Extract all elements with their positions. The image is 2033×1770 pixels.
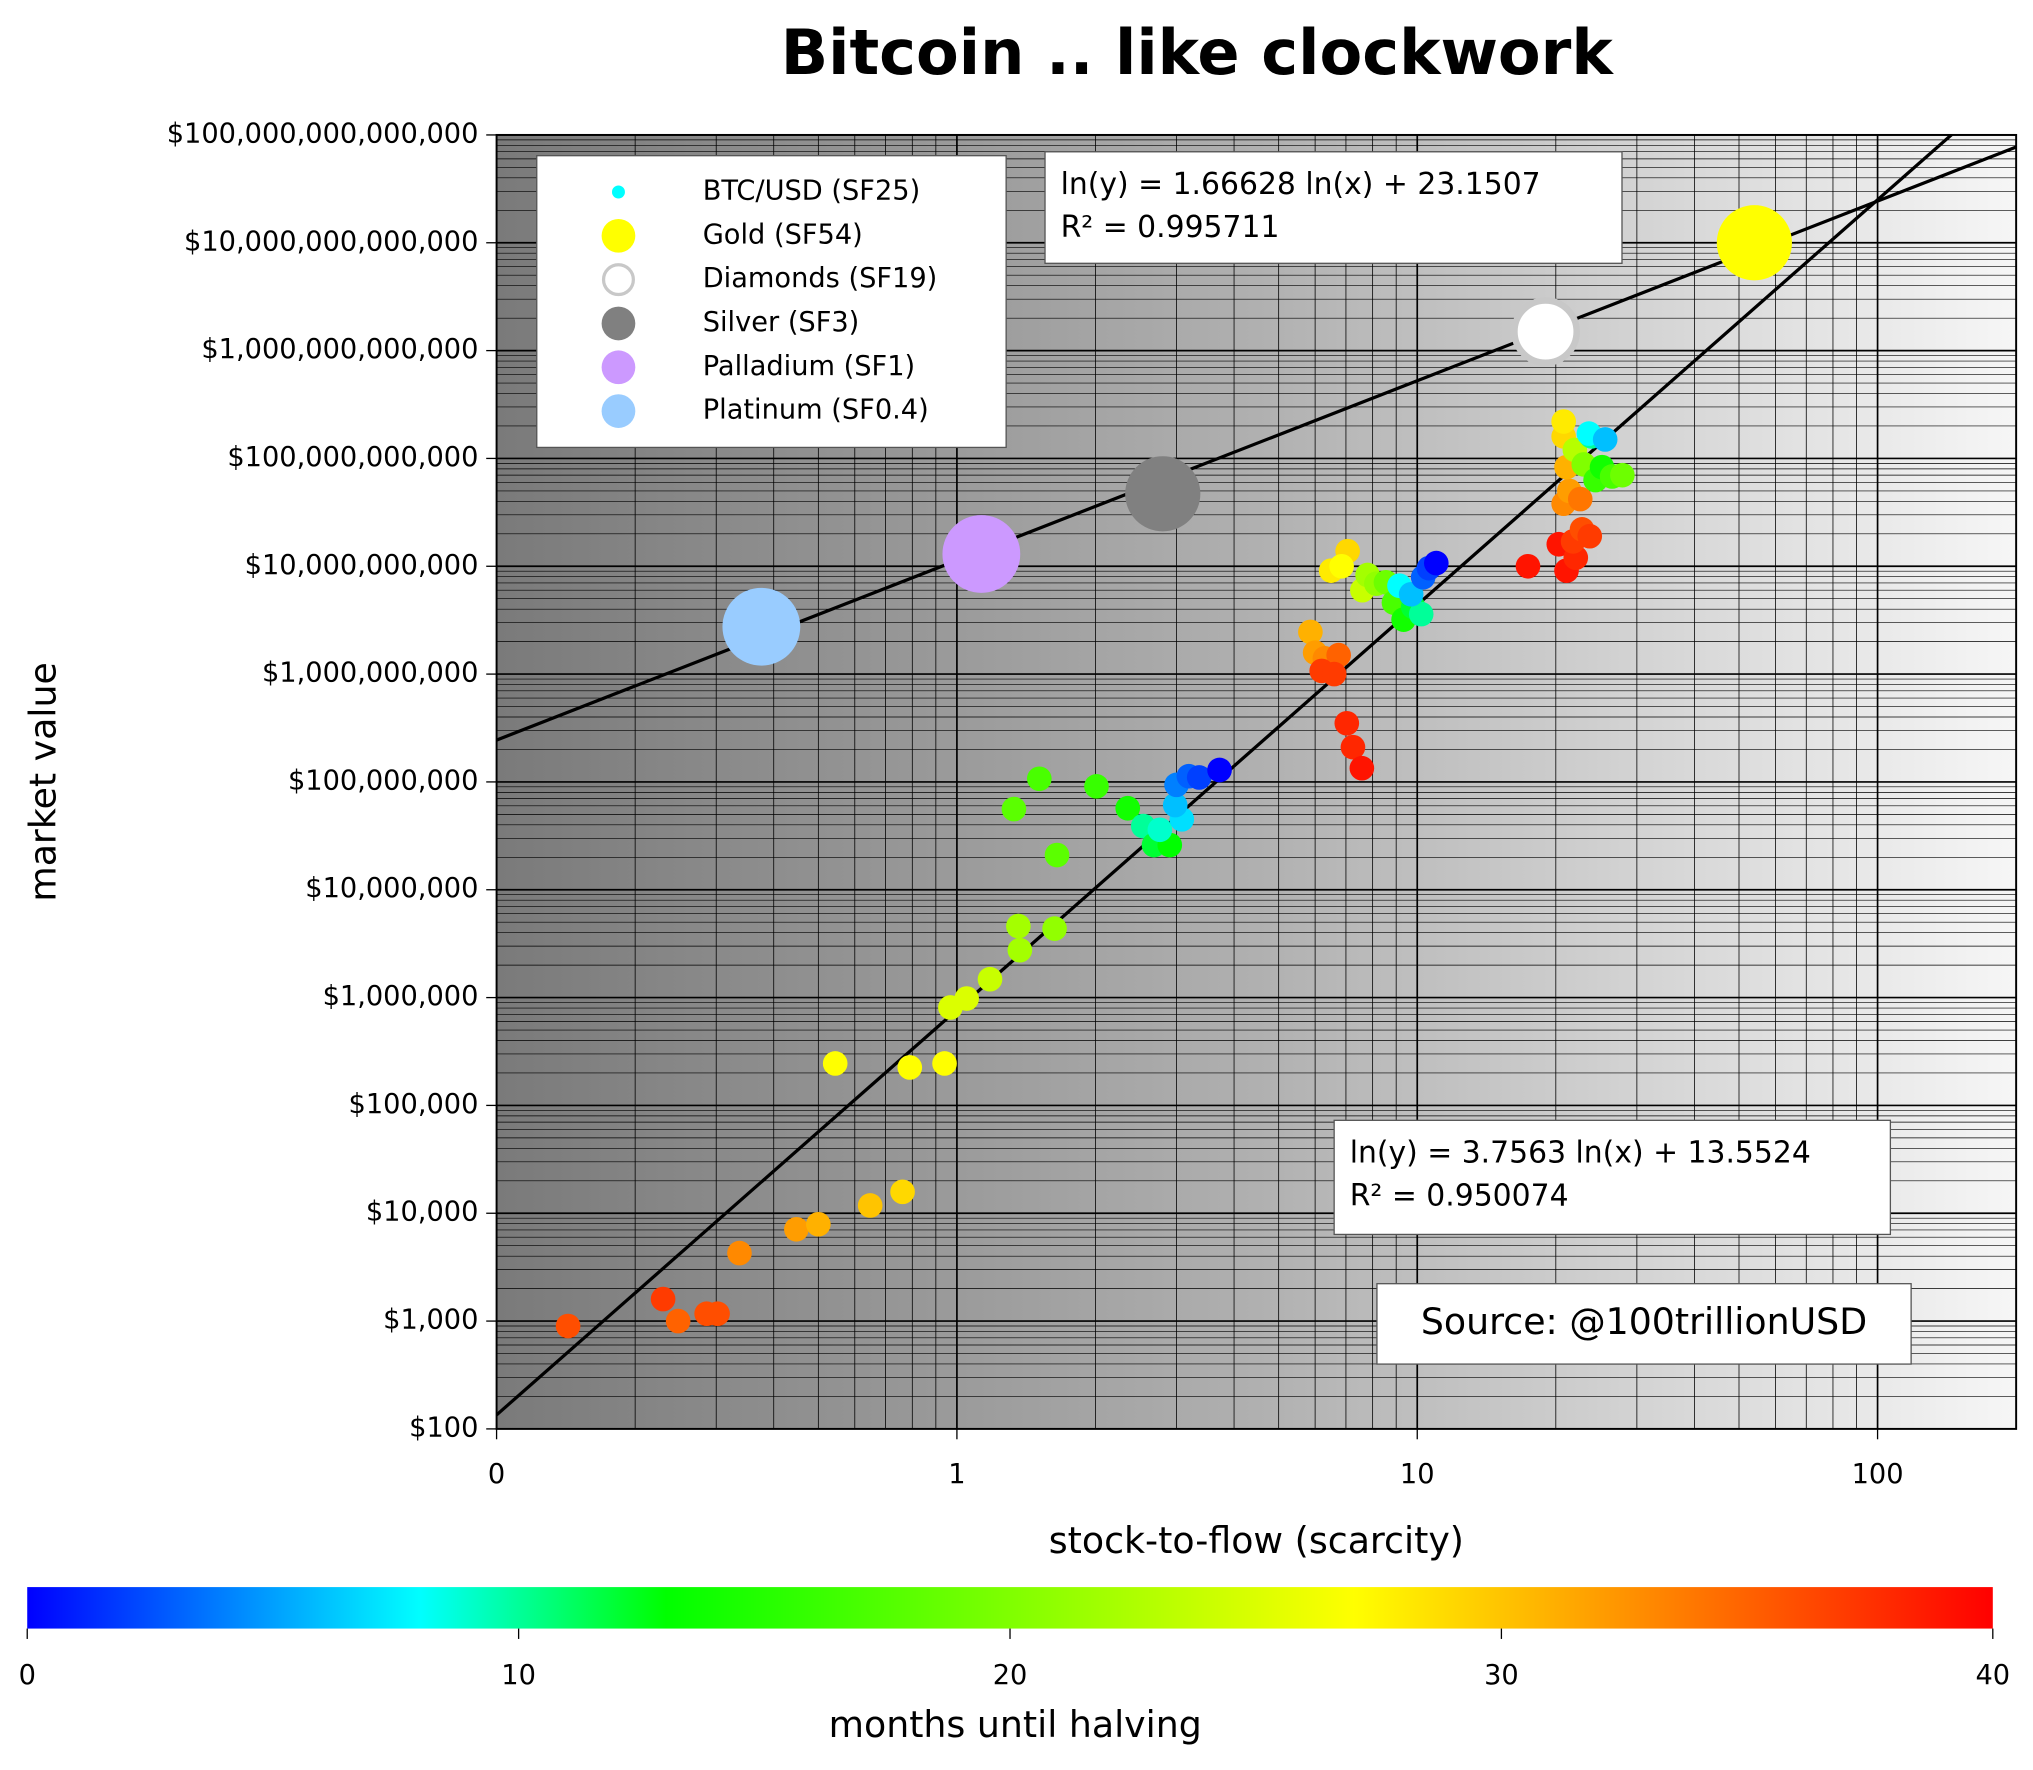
fit-equation: ln(y) = 1.66628 ln(x) + 23.1507 (1061, 167, 1541, 202)
btc-point (1408, 601, 1434, 627)
btc-point (890, 1179, 915, 1205)
y-tick-label: $100 (409, 1412, 478, 1443)
fit-equation: R² = 0.950074 (1350, 1178, 1569, 1213)
legend-label: Palladium (SF1) (703, 351, 915, 382)
btc-point (977, 966, 1003, 992)
colorbar-tick-label: 0 (19, 1660, 36, 1691)
btc-point (1001, 796, 1027, 822)
y-tick-label: $1,000,000 (323, 981, 479, 1012)
x-tick-label: 1 (948, 1459, 965, 1490)
colorbar (27, 1587, 1993, 1629)
btc-point (1186, 765, 1212, 790)
y-tick-label: $1,000,000,000,000 (201, 334, 478, 365)
y-tick-label: $1,000,000,000 (262, 658, 478, 689)
legend-marker (601, 394, 636, 428)
btc-point (954, 986, 979, 1011)
x-tick-label: 10 (1400, 1459, 1435, 1490)
legend-marker (601, 218, 636, 253)
btc-point (1567, 486, 1593, 512)
btc-point (784, 1216, 809, 1242)
chart-title: Bitcoin .. like clockwork (781, 16, 1615, 89)
commodity-point (722, 587, 801, 666)
colorbar-label: months until halving (829, 1703, 1202, 1746)
btc-point (897, 1055, 923, 1080)
commodity-point (942, 515, 1021, 593)
btc-point (1515, 553, 1541, 579)
x-tick-label: 100 (1852, 1459, 1904, 1490)
colorbar-tick-label: 10 (501, 1660, 536, 1691)
source: Source: @100trillionUSD (1421, 1300, 1867, 1343)
legend-label: BTC/USD (SF25) (703, 175, 921, 206)
commodity-point (1716, 205, 1792, 281)
source-box (1376, 1283, 1912, 1365)
y-tick-label: $1,000 (383, 1305, 478, 1336)
btc-point (1349, 755, 1375, 781)
btc-point (1592, 427, 1618, 452)
y-tick-label: $100,000,000,000,000 (167, 118, 479, 149)
btc-point (1321, 661, 1347, 687)
colorbar-tick-label: 20 (993, 1660, 1028, 1691)
btc-point (665, 1308, 691, 1334)
btc-point (1340, 734, 1366, 760)
btc-point (1147, 817, 1173, 843)
legend-label: Gold (SF54) (703, 219, 863, 250)
legend-marker (601, 350, 636, 385)
btc-point (1326, 642, 1351, 668)
legend-marker (601, 263, 635, 297)
colorbar-tick-label: 40 (1975, 1660, 2010, 1691)
btc-point (555, 1313, 581, 1339)
y-tick-label: $100,000 (349, 1089, 479, 1120)
legend-label: Silver (SF3) (703, 307, 860, 338)
fit-equation: R² = 0.995711 (1061, 210, 1280, 245)
y-tick-label: $100,000,000,000 (227, 442, 478, 473)
btc-point (857, 1193, 883, 1218)
btc-point (1026, 766, 1052, 792)
btc-point (1084, 774, 1109, 799)
btc-point (650, 1286, 676, 1312)
y-tick-label: $10,000,000,000,000 (184, 226, 478, 257)
btc-point (932, 1051, 957, 1076)
y-tick-label: $10,000,000 (305, 873, 478, 904)
legend-label: Platinum (SF0.4) (703, 395, 929, 426)
legend-label: Diamonds (SF19) (703, 263, 938, 294)
fit-line (496, 134, 1954, 1417)
btc-point (1115, 795, 1141, 821)
btc-point (822, 1051, 848, 1076)
btc-point (1610, 462, 1635, 488)
commodity-point (1511, 297, 1580, 366)
btc-point (1207, 757, 1232, 783)
btc-point (1042, 916, 1067, 941)
y-tick-label: $100,000,000 (288, 765, 478, 796)
btc-point (1329, 553, 1354, 579)
btc-point (1006, 913, 1031, 939)
fit-box (1333, 1119, 1892, 1236)
btc-point (1298, 619, 1323, 645)
btc-point (1162, 792, 1188, 818)
btc-point (727, 1240, 752, 1266)
y-tick-label: $10,000 (366, 1197, 479, 1228)
y-axis-label: market value (21, 662, 64, 902)
legend-marker (601, 306, 636, 341)
btc-point (806, 1211, 831, 1237)
legend-marker (611, 185, 625, 199)
fit-equation: ln(y) = 3.7563 ln(x) + 13.5524 (1350, 1136, 1811, 1171)
fit-box (1044, 151, 1623, 264)
x-tick-label: 0 (488, 1459, 505, 1490)
btc-point (1577, 523, 1603, 549)
btc-point (1423, 550, 1449, 576)
btc-point (1334, 710, 1360, 736)
commodity-point (1125, 456, 1201, 532)
btc-point (1551, 409, 1576, 434)
colorbar-tick-label: 30 (1484, 1660, 1519, 1691)
x-axis-label: stock-to-flow (scarcity) (1049, 1519, 1464, 1562)
btc-point (1007, 937, 1033, 963)
btc-point (705, 1301, 730, 1327)
y-tick-label: $10,000,000,000 (245, 550, 479, 581)
btc-point (1044, 842, 1070, 868)
